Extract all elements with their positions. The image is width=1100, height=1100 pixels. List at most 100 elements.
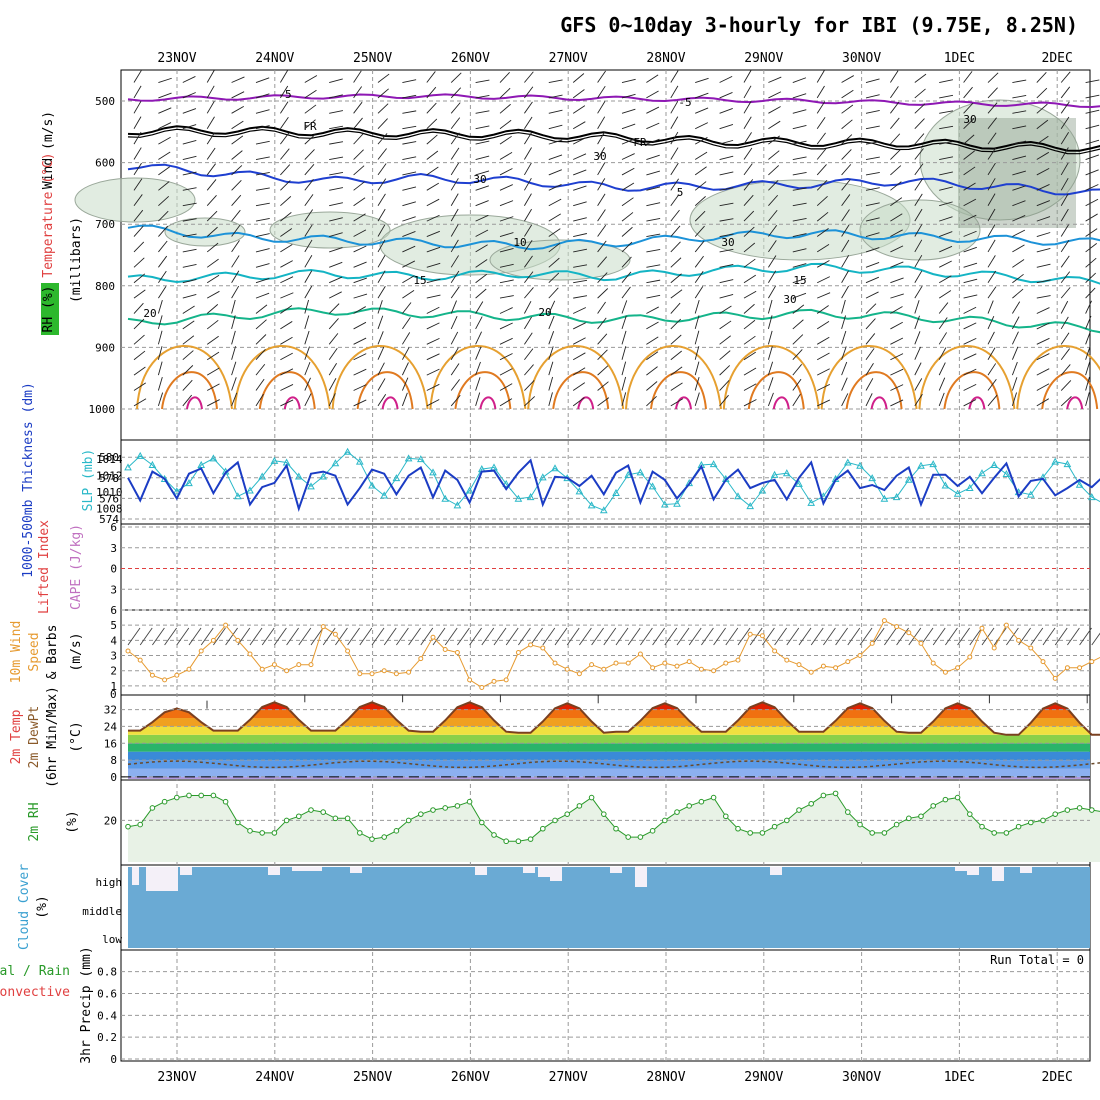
wind-barb	[329, 171, 344, 176]
wind-barb	[158, 270, 167, 283]
wind-barb	[1036, 232, 1051, 237]
wind-barb	[963, 86, 973, 99]
wind-barb	[280, 368, 294, 376]
wind-barb	[158, 210, 169, 222]
wind-barb	[694, 196, 706, 207]
wind-barb	[133, 147, 142, 160]
wind-speed-marker	[918, 640, 924, 646]
wind-barb	[475, 140, 490, 145]
rh-marker	[296, 813, 302, 820]
surface-wind-barb	[383, 627, 397, 646]
surface-wind-barb	[1006, 627, 1019, 646]
wind-barb	[401, 377, 409, 391]
date-label-bottom: 26NOV	[451, 1070, 490, 1085]
wind-speed-marker	[894, 624, 900, 630]
wind-barb	[133, 194, 143, 206]
wind-barb	[1060, 396, 1072, 407]
surface-wind-barb	[481, 627, 495, 646]
wind-barb	[865, 171, 880, 176]
wind-barb	[1085, 169, 1099, 176]
wind-barb	[987, 270, 997, 283]
wind-barb	[670, 334, 682, 345]
slp-marker	[502, 479, 511, 487]
wind-barb	[255, 334, 267, 345]
wind-barb	[1036, 167, 1050, 176]
wind-barb	[280, 244, 293, 253]
wind-barb	[353, 213, 366, 222]
wind-barb	[280, 276, 294, 284]
wind-barb	[816, 85, 825, 99]
wind-barb	[646, 249, 661, 253]
wind-barb	[767, 392, 774, 407]
wind-barb	[621, 93, 636, 99]
wind-barb	[329, 125, 344, 130]
wind-barb	[1036, 216, 1051, 222]
wind-barb	[475, 316, 483, 330]
wind-barb	[182, 293, 197, 299]
stability-content: 6 3 0 3 6	[110, 521, 1090, 617]
wind-barb	[743, 179, 754, 191]
wind-barb	[206, 383, 220, 391]
date-label-top: 27NOV	[549, 51, 588, 66]
wind-barb	[231, 194, 242, 207]
wind-barb	[865, 187, 880, 191]
dewpoint-line	[127, 760, 1100, 769]
wind-barb	[182, 124, 197, 130]
temp-tick-label: 16	[104, 737, 117, 750]
wind-barb	[231, 120, 244, 130]
wind-barb	[1036, 247, 1051, 253]
wind-barb	[816, 368, 830, 376]
wind-barb	[1011, 346, 1019, 360]
wind-barb	[963, 278, 978, 284]
surface-wind-barb	[957, 627, 970, 646]
wind-barb	[402, 289, 415, 299]
wind-barb	[524, 287, 534, 299]
slp-marker	[770, 470, 779, 478]
temp-2m-content: 0 8 16 24 32	[104, 694, 1100, 784]
slp-marker	[624, 470, 633, 478]
wind-barb	[524, 271, 534, 283]
wind-barb	[768, 270, 777, 283]
wind-barb	[328, 291, 342, 299]
surface-wind-barb	[737, 627, 751, 646]
wind-barb	[646, 217, 661, 222]
wind-barb	[816, 320, 830, 330]
wind-barb	[597, 333, 608, 345]
rh-marker	[1003, 830, 1010, 836]
cloud-layer-label: high	[96, 876, 123, 889]
wind-barb	[987, 379, 997, 391]
wind-barb	[768, 285, 776, 299]
wind-barb	[304, 346, 310, 360]
rh-marker	[381, 834, 388, 840]
slp-marker	[1051, 457, 1060, 465]
run-total-label: Run Total = 0	[990, 953, 1084, 967]
wind-barb	[768, 76, 782, 83]
wind-barb	[865, 393, 873, 407]
wind-barb	[280, 116, 289, 129]
surface-wind-barb	[579, 627, 592, 646]
slp-marker	[148, 460, 157, 468]
wind-barb	[231, 135, 244, 145]
wind-barb	[524, 86, 534, 99]
wind-barb	[499, 119, 512, 130]
surface-wind-barb	[1079, 627, 1092, 646]
wind-speed-marker	[759, 633, 765, 639]
wind-barb	[694, 315, 700, 330]
slp-marker	[1002, 469, 1011, 478]
wind-barb	[670, 85, 679, 99]
rh-marker	[418, 811, 424, 817]
wind-barb	[157, 361, 163, 376]
wind-barb	[182, 320, 195, 330]
wind-barb	[792, 125, 807, 130]
wind-barb	[572, 367, 586, 376]
wind-barb	[963, 102, 974, 114]
wind-barb	[621, 108, 636, 114]
wind-speed-marker	[637, 651, 643, 657]
wind-barb	[499, 216, 514, 222]
thickness-tick-label: 576	[99, 492, 119, 505]
wind-barb	[1085, 184, 1099, 191]
wind-barb	[499, 103, 511, 114]
wind-barb	[206, 335, 219, 345]
slp-marker	[368, 481, 376, 489]
wind-barb	[938, 275, 952, 284]
